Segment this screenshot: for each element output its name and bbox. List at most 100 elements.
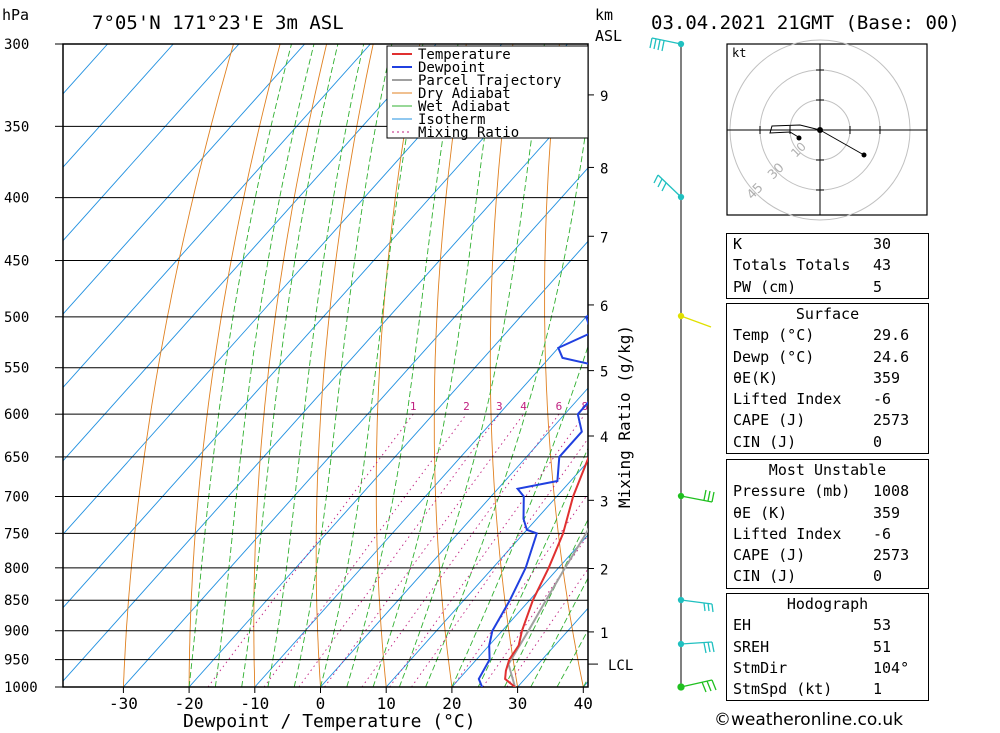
index-label: StmSpd (kt) xyxy=(733,680,833,699)
wet-adiabat-line xyxy=(188,44,292,687)
index-value: 30 xyxy=(873,235,892,253)
dry-adiabat-line xyxy=(188,44,281,687)
mixing-ratio-label: 25 xyxy=(689,400,702,413)
temperature-tick-label: 0 xyxy=(316,694,326,713)
isotherm-line xyxy=(385,460,588,687)
index-value: 359 xyxy=(873,368,901,387)
datetime-title: 03.04.2021 21GMT (Base: 00) xyxy=(651,12,960,34)
mixing-ratio-line xyxy=(207,413,414,687)
wind-barb-500 xyxy=(677,312,712,328)
wet-adiabat-line xyxy=(451,345,588,687)
section-title: Hodograph xyxy=(786,595,869,613)
isotherm-line xyxy=(63,44,568,609)
mixing-ratio-label: 1 xyxy=(410,400,417,413)
x-axis-title: Dewpoint / Temperature (°C) xyxy=(183,711,476,732)
pressure-tick-label: 400 xyxy=(4,191,29,207)
height-tick-label: 3 xyxy=(600,494,608,510)
dry-adiabat-line xyxy=(544,44,584,687)
pressure-tick-label: 1000 xyxy=(4,680,38,696)
mixing-ratio-line xyxy=(506,568,588,687)
pressure-tick-label: 300 xyxy=(4,37,29,53)
table-row: K 30 xyxy=(727,234,928,255)
height-tick-label: 1 xyxy=(600,626,608,642)
mixing-ratio-label: 10 xyxy=(599,400,612,413)
temperature-tick-label: -10 xyxy=(240,694,269,713)
isotherm-line xyxy=(63,44,306,315)
wet-adiabat-line xyxy=(293,44,393,687)
credit-link[interactable]: ©weatheronline.co.uk xyxy=(714,710,904,730)
indices-hodograph-table: Hodograph EH 53 SREH 51 StmDir 104° StmSpd … xyxy=(726,593,929,702)
mixing-ratio-label: 15 xyxy=(638,400,651,413)
index-label: Totals Totals xyxy=(733,256,851,275)
wet-adiabat-line xyxy=(530,577,588,687)
indices-top-table: K 30 Totals Totals 43 PW (cm) 5 xyxy=(726,233,929,299)
table-row: θE (K) 359 xyxy=(727,503,928,524)
dewpoint-line xyxy=(477,314,588,687)
index-value: 2573 xyxy=(873,411,910,430)
index-label: CIN (J) xyxy=(733,432,797,451)
legend: Temperature Dewpoint Parcel Trajectory D… xyxy=(386,45,589,141)
dry-adiabat-line xyxy=(932,44,1000,687)
table-row: Totals Totals 43 xyxy=(727,255,928,276)
index-label: θE (K) xyxy=(733,503,788,522)
indices-most-unstable-table: Most Unstable Pressure (mb) 1008 θE (K) 35… xyxy=(726,459,929,589)
wet-adiabat-line xyxy=(241,44,339,687)
table-row: StmDir 104° xyxy=(727,658,928,679)
table-row: Dewp (°C) 24.6 xyxy=(727,347,928,368)
table-row: EH 53 xyxy=(727,615,928,636)
isotherm-line xyxy=(63,93,588,682)
height-tick-label: 6 xyxy=(600,299,608,315)
index-value: 0 xyxy=(873,567,883,586)
temperature-line xyxy=(504,456,588,687)
wind-barb-400 xyxy=(653,174,685,201)
height-tick-label: 9 xyxy=(600,89,608,105)
index-label: Temp (°C) xyxy=(733,326,815,345)
table-row: SREH 51 xyxy=(727,637,928,658)
pressure-tick-label: 850 xyxy=(4,593,29,609)
hodograph-storm-vector xyxy=(819,129,865,156)
isotherm-line xyxy=(63,44,437,462)
index-label: SREH xyxy=(733,637,770,656)
section-title: Most Unstable xyxy=(768,461,887,479)
index-value: 51 xyxy=(873,637,892,656)
pressure-tick-label: 350 xyxy=(4,119,29,135)
index-label: Lifted Index xyxy=(733,390,842,409)
isotherm-line xyxy=(123,167,588,687)
table-row: CIN (J) 0 xyxy=(727,566,928,587)
pressure-tick-label: 600 xyxy=(4,407,29,423)
isotherm-line xyxy=(63,44,240,242)
pressure-tick-label: 800 xyxy=(4,561,29,577)
table-row: CIN (J) 0 xyxy=(727,432,928,453)
isotherm-line xyxy=(451,534,588,687)
index-value: 1008 xyxy=(873,482,910,501)
mixing-ratio-line xyxy=(361,413,560,687)
temperature-tick-label: 30 xyxy=(508,694,527,713)
dry-adiabat-line xyxy=(979,44,1000,687)
dry-adiabat-line xyxy=(315,44,374,687)
pressure-tick-label: 450 xyxy=(4,254,29,270)
index-label: CAPE (J) xyxy=(733,411,806,430)
indices-surface-table: Surface Temp (°C) 29.6 Dewp (°C) 24.6 θE(K… xyxy=(726,303,929,455)
wet-adiabat-line xyxy=(267,44,365,687)
index-value: -6 xyxy=(873,524,892,543)
index-label: EH xyxy=(733,616,752,635)
index-label: Pressure (mb) xyxy=(733,482,851,501)
index-value: 1 xyxy=(873,680,883,699)
pressure-tick-label: 750 xyxy=(4,526,29,542)
isotherm-line xyxy=(63,44,174,168)
wind-barb-925 xyxy=(677,640,715,654)
temperature-tick-label: -20 xyxy=(175,694,204,713)
index-label: K xyxy=(733,235,743,253)
index-value: 104° xyxy=(873,658,910,677)
table-row: StmSpd (kt) 1 xyxy=(727,679,928,700)
index-value: 29.6 xyxy=(873,326,910,345)
index-label: CIN (J) xyxy=(733,567,797,586)
pressure-tick-label: 650 xyxy=(4,450,29,466)
height-unit-label: km xyxy=(595,6,613,24)
mixing-ratio-label: 2 xyxy=(463,400,470,413)
temperature-tick-label: 10 xyxy=(377,694,396,713)
section-title: Surface xyxy=(795,305,860,323)
wind-barb-300 xyxy=(649,37,685,52)
index-value: 2573 xyxy=(873,546,910,565)
